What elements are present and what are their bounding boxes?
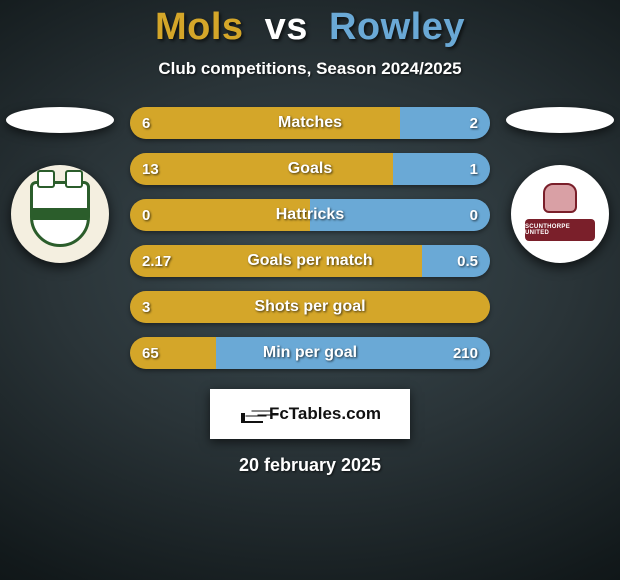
stat-row: Min per goal65210 — [130, 337, 490, 369]
stat-bar-left — [130, 199, 310, 231]
chart-icon — [239, 403, 265, 425]
stat-bar-left — [130, 291, 490, 323]
title-vs: vs — [265, 6, 308, 48]
content: Mols vs Rowley Club competitions, Season… — [0, 0, 620, 580]
right-club-badge: SCUNTHORPE UNITED — [511, 165, 609, 263]
source-logo-text: FcTables.com — [269, 404, 381, 424]
right-crest-ribbon: SCUNTHORPE UNITED — [525, 219, 595, 241]
stat-bar-left — [130, 153, 393, 185]
stat-row: Goals131 — [130, 153, 490, 185]
stat-bar-left — [130, 337, 216, 369]
player1-name: Mols — [155, 6, 244, 48]
left-badge-column — [0, 107, 120, 263]
right-crest-icon: SCUNTHORPE UNITED — [523, 177, 597, 251]
left-club-badge — [11, 165, 109, 263]
stat-row: Shots per goal3 — [130, 291, 490, 323]
source-logo: FcTables.com — [210, 389, 410, 439]
stat-bar-right — [393, 153, 490, 185]
stat-bar-left — [130, 245, 422, 277]
stat-bar-right — [310, 199, 490, 231]
right-badge-column: SCUNTHORPE UNITED — [500, 107, 620, 263]
page-title: Mols vs Rowley — [0, 0, 620, 49]
player2-name: Rowley — [329, 6, 465, 48]
stat-bar-right — [422, 245, 490, 277]
stat-bar-left — [130, 107, 400, 139]
stat-bar-right — [400, 107, 490, 139]
right-oval — [506, 107, 614, 133]
left-oval — [6, 107, 114, 133]
stat-bar-right — [216, 337, 490, 369]
stat-row: Goals per match2.170.5 — [130, 245, 490, 277]
date-label: 20 february 2025 — [0, 455, 620, 476]
subtitle: Club competitions, Season 2024/2025 — [0, 59, 620, 79]
comparison-area: SCUNTHORPE UNITED Matches62 Goals131 Hattr… — [0, 107, 620, 377]
stat-bars: Matches62 Goals131 Hattricks00 Goals per ma… — [130, 107, 490, 383]
fist-icon — [543, 183, 577, 213]
stat-row: Hattricks00 — [130, 199, 490, 231]
left-crest-icon — [30, 181, 90, 247]
stat-row: Matches62 — [130, 107, 490, 139]
